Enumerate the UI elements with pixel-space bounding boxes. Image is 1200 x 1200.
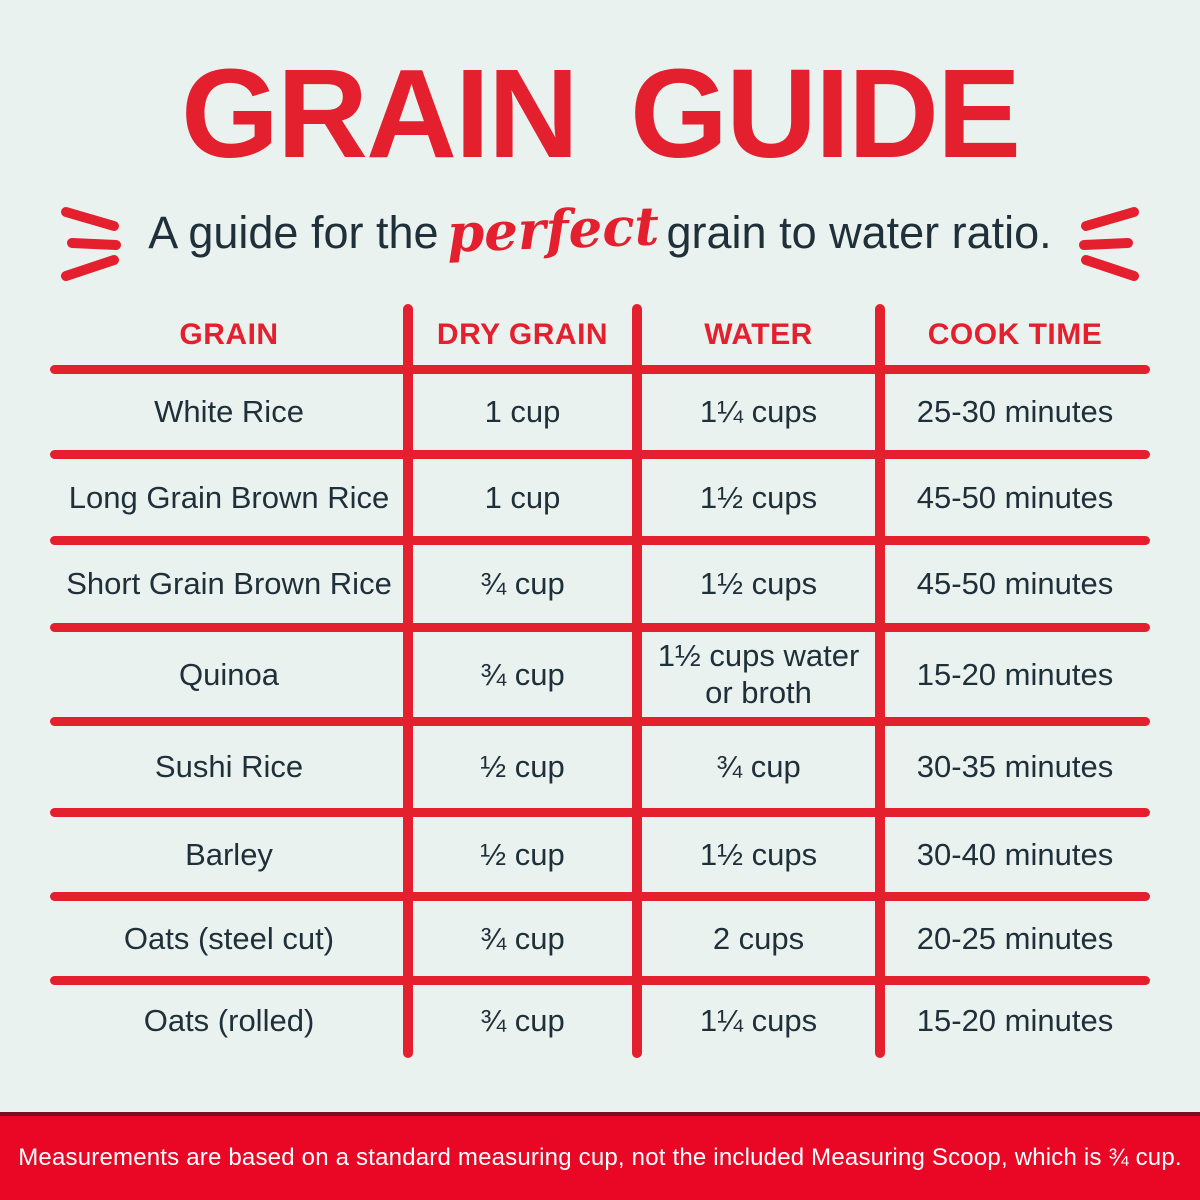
table-rule-vertical bbox=[403, 304, 413, 1058]
grain-cell: Sushi Rice bbox=[154, 749, 304, 785]
dry-grain-cell: ½ cup bbox=[480, 836, 565, 872]
grain-cell: Oats (steel cut) bbox=[123, 920, 335, 956]
subtitle: A guide for the perfect grain to water rat… bbox=[148, 195, 1052, 264]
column-header-cook-time: COOK TIME bbox=[927, 318, 1103, 352]
table-rule-horizontal bbox=[50, 536, 1150, 545]
water-cell: 1½ cups bbox=[699, 566, 818, 602]
cook-time-cell: 15-20 minutes bbox=[916, 656, 1114, 692]
water-cell: 1¼ cups bbox=[699, 1003, 818, 1039]
dry-grain-cell: ¾ cup bbox=[480, 1003, 565, 1039]
footer-banner: Measurements are based on a standard mea… bbox=[0, 1112, 1200, 1200]
dry-grain-cell: ½ cup bbox=[480, 749, 565, 785]
table-rule-horizontal bbox=[50, 717, 1150, 726]
cook-time-cell: 20-25 minutes bbox=[916, 920, 1114, 956]
cook-time-cell: 45-50 minutes bbox=[916, 479, 1114, 515]
grain-cell: White Rice bbox=[154, 394, 304, 430]
water-cell: 1½ cups water or broth bbox=[657, 638, 860, 710]
emphasis-rays-left-icon bbox=[61, 207, 122, 281]
table-rule-horizontal bbox=[50, 623, 1150, 632]
table-rule-horizontal bbox=[50, 365, 1150, 374]
table-rule-horizontal bbox=[50, 976, 1150, 985]
water-cell: 1½ cups bbox=[699, 836, 818, 872]
grain-cell: Short Grain Brown Rice bbox=[66, 566, 392, 602]
water-cell: 2 cups bbox=[712, 920, 805, 956]
grain-table: GRAIN DRY GRAIN WATER COOK TIME White Ri… bbox=[50, 300, 1150, 1062]
subtitle-highlight-perfect: perfect bbox=[445, 195, 660, 265]
page-title: GRAIN GUIDE bbox=[180, 43, 1021, 184]
emphasis-rays-right-icon bbox=[1078, 207, 1139, 281]
table-rule-horizontal bbox=[50, 808, 1150, 817]
dry-grain-cell: ¾ cup bbox=[480, 566, 565, 602]
cook-time-cell: 30-40 minutes bbox=[916, 836, 1114, 872]
cook-time-cell: 45-50 minutes bbox=[916, 566, 1114, 602]
grain-cell: Long Grain Brown Rice bbox=[68, 479, 390, 515]
table-rule-vertical bbox=[875, 304, 885, 1058]
column-header-grain: GRAIN bbox=[179, 318, 279, 352]
table-rule-horizontal bbox=[50, 450, 1150, 459]
table-rule-horizontal bbox=[50, 892, 1150, 901]
cook-time-cell: 30-35 minutes bbox=[916, 749, 1114, 785]
water-cell: 1¼ cups bbox=[699, 394, 818, 430]
cook-time-cell: 15-20 minutes bbox=[916, 1003, 1114, 1039]
subtitle-row: A guide for the perfect grain to water rat… bbox=[0, 188, 1200, 281]
water-cell: 1½ cups bbox=[699, 479, 818, 515]
water-cell: ¾ cup bbox=[716, 749, 801, 785]
grain-cell: Oats (rolled) bbox=[143, 1003, 315, 1039]
column-header-water: WATER bbox=[704, 318, 813, 352]
grain-cell: Quinoa bbox=[179, 656, 279, 692]
table-rule-vertical bbox=[632, 304, 642, 1058]
subtitle-prefix: A guide for the bbox=[148, 207, 439, 258]
dry-grain-cell: 1 cup bbox=[484, 394, 561, 430]
measurement-note: Measurements are based on a standard mea… bbox=[18, 1144, 1182, 1171]
column-header-dry-grain: DRY GRAIN bbox=[436, 318, 609, 352]
dry-grain-cell: ¾ cup bbox=[480, 920, 565, 956]
grain-cell: Barley bbox=[185, 836, 273, 872]
cook-time-cell: 25-30 minutes bbox=[916, 394, 1114, 430]
grain-table-grid: GRAIN DRY GRAIN WATER COOK TIME White Ri… bbox=[50, 300, 1150, 1062]
dry-grain-cell: ¾ cup bbox=[480, 656, 565, 692]
dry-grain-cell: 1 cup bbox=[484, 479, 561, 515]
subtitle-suffix: grain to water ratio. bbox=[666, 207, 1052, 258]
